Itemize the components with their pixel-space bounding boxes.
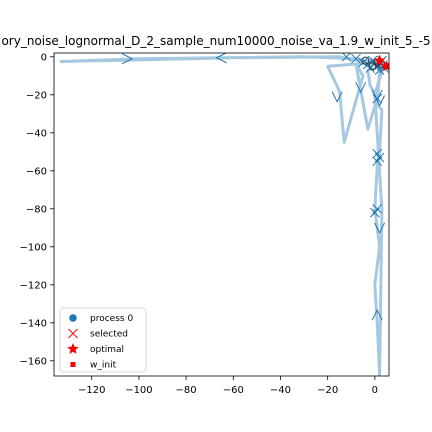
w-init-marker xyxy=(383,63,389,70)
y-tick-label: −160 xyxy=(20,356,47,367)
legend-square-icon xyxy=(70,362,76,367)
legend-label: optimal xyxy=(90,345,124,355)
legend: process 0 selected optimal w_init xyxy=(59,307,147,373)
x-tick-label: −40 xyxy=(270,385,291,396)
x-tick-label: 0 xyxy=(372,385,378,396)
legend-circle-icon xyxy=(69,314,77,322)
process-point xyxy=(368,62,377,71)
selected-marker xyxy=(369,207,380,218)
x-tick-label: −100 xyxy=(125,385,152,396)
x-tick-label: −60 xyxy=(223,385,244,396)
plot-frame xyxy=(53,52,390,377)
direction-arrow xyxy=(374,222,386,234)
selected-marker xyxy=(372,93,383,104)
y-axis: 0 −20 −40 −60 −80 −100 −120 −140 −160 xyxy=(20,52,54,367)
optimal-marker xyxy=(373,54,386,66)
direction-arrow xyxy=(374,95,386,107)
selected-marker xyxy=(351,53,361,64)
direction-arrow xyxy=(355,81,367,94)
legend-box xyxy=(59,307,147,373)
y-tick-label: −40 xyxy=(26,128,47,139)
selected-marker xyxy=(365,63,375,74)
y-tick-label: −140 xyxy=(20,318,47,329)
plot-area xyxy=(59,53,389,376)
direction-arrow xyxy=(331,91,343,103)
y-tick-label: −100 xyxy=(20,242,47,253)
y-tick-label: −120 xyxy=(20,280,47,291)
legend-star-icon xyxy=(67,343,79,354)
x-tick-label: −20 xyxy=(317,385,338,396)
x-tick-label: −120 xyxy=(78,385,105,396)
selected-marker xyxy=(341,53,352,62)
legend-label: process 0 xyxy=(90,314,133,324)
process-point xyxy=(361,56,370,65)
legend-x-icon xyxy=(68,328,78,339)
chart-title: ory_noise_lognormal_D_2_sample_num10000_… xyxy=(1,34,430,48)
x-tick-label: −80 xyxy=(176,385,197,396)
y-tick-label: −20 xyxy=(26,90,47,101)
legend-label: w_init xyxy=(90,361,117,371)
direction-arrow xyxy=(371,309,383,321)
legend-label: selected xyxy=(90,330,128,340)
y-tick-label: 0 xyxy=(41,52,47,63)
direction-arrow xyxy=(121,53,134,65)
trajectory-line xyxy=(59,55,387,376)
x-axis: −120 −100 −80 −60 −40 −20 0 xyxy=(78,376,378,396)
y-tick-label: −80 xyxy=(26,204,47,215)
selected-marker xyxy=(372,156,383,167)
y-tick-label: −60 xyxy=(26,166,47,177)
direction-arrow xyxy=(215,53,227,64)
selected-marker xyxy=(367,55,378,66)
